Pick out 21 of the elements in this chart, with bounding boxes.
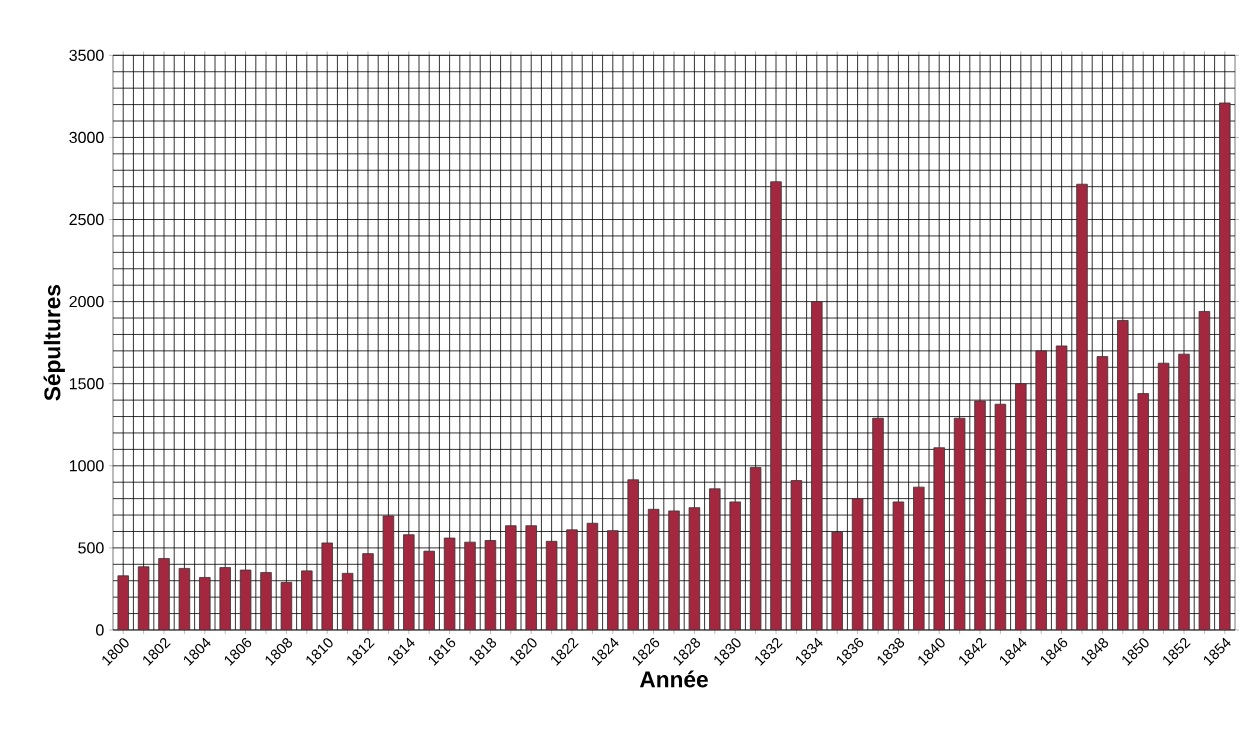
bar — [872, 418, 884, 630]
y-tick-label: 1500 — [69, 378, 104, 390]
y-tick-label: 3500 — [69, 49, 104, 61]
bar — [158, 558, 170, 630]
y-tick-label: 500 — [78, 542, 104, 554]
y-tick-label: 3000 — [69, 131, 104, 144]
bar — [464, 541, 476, 630]
bar — [770, 181, 782, 630]
y-axis-title: Sépultures — [43, 285, 65, 401]
bar — [1076, 183, 1088, 630]
y-tick-label: 2000 — [69, 295, 104, 308]
bar — [974, 400, 986, 630]
bar — [260, 572, 272, 630]
y-tick-label: 0 — [96, 624, 104, 636]
bar — [1178, 353, 1190, 630]
bar — [668, 510, 680, 630]
x-axis-title: Année — [639, 670, 708, 688]
bar — [566, 529, 578, 630]
y-tick-label: 1000 — [69, 460, 104, 472]
y-tick-label: 2500 — [69, 213, 104, 226]
bar — [362, 553, 374, 630]
